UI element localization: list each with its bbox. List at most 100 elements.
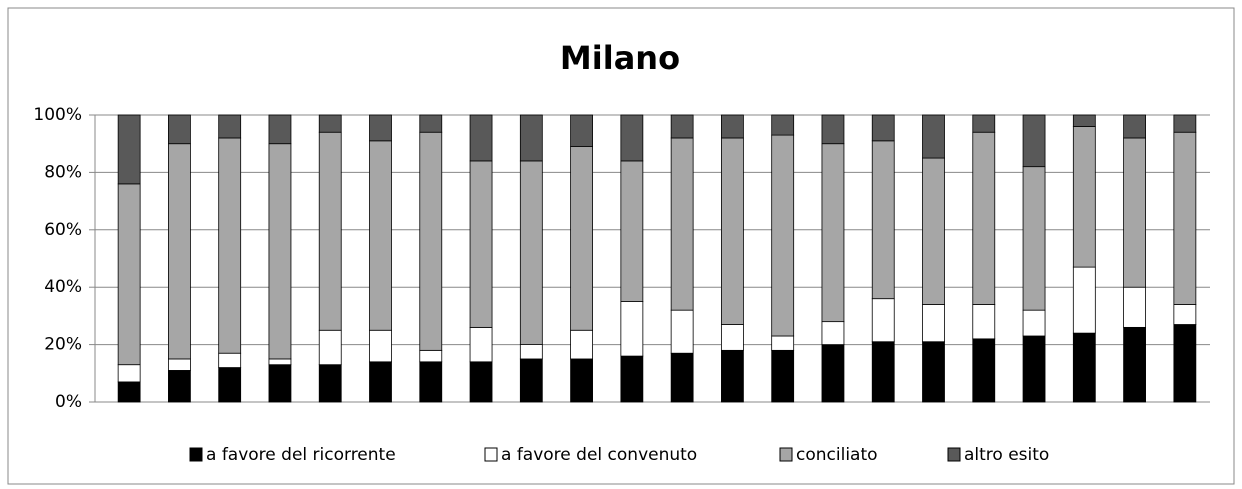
bar-segment — [218, 114, 242, 139]
bar-segment — [721, 114, 744, 139]
bar-segment — [1173, 131, 1197, 305]
bar-segment — [871, 140, 895, 300]
legend-label: conciliato — [796, 445, 878, 465]
bar-segment — [168, 114, 191, 145]
bar-segment — [1173, 304, 1197, 325]
bar-segment — [168, 370, 191, 403]
bar-segment — [369, 361, 392, 403]
bar-segment — [972, 338, 996, 403]
bar-segment — [972, 114, 996, 133]
bar-segment — [570, 358, 593, 403]
bar-segment — [1072, 332, 1096, 403]
bar-segment — [1022, 166, 1046, 311]
bar-segment — [771, 114, 795, 136]
bar-segment — [670, 352, 694, 403]
chart-title: Milano — [560, 39, 680, 77]
bar-segment — [670, 309, 694, 354]
bar-segment — [821, 321, 845, 346]
bar-segment — [1123, 326, 1146, 403]
legend-swatch — [189, 447, 203, 462]
y-tick-label: 80% — [44, 162, 82, 182]
bar-segment — [519, 114, 543, 162]
legend-label: a favore del ricorrente — [206, 445, 396, 465]
bar-segment — [620, 355, 644, 403]
legend-label: a favore del convenuto — [501, 445, 697, 465]
legend-swatch — [947, 447, 961, 462]
legend-label: altro esito — [964, 445, 1049, 465]
bar-segment — [268, 364, 292, 403]
bar-segment — [922, 341, 945, 403]
bar-segment — [620, 114, 644, 162]
bar-segment — [1022, 309, 1046, 337]
bar-segment — [922, 157, 945, 305]
bar-segment — [1123, 114, 1146, 139]
bar-segment — [318, 364, 342, 403]
bar-segment — [268, 358, 292, 366]
bar-segment — [168, 358, 191, 371]
bar-segment — [419, 349, 443, 363]
y-tick-label: 20% — [44, 335, 82, 355]
bar-segment — [771, 335, 795, 351]
bar-segment — [1173, 114, 1197, 133]
bar-segment — [721, 349, 744, 403]
bar-segment — [972, 304, 996, 340]
bar-segment — [369, 114, 392, 142]
bar-segment — [922, 304, 945, 343]
bar-segment — [721, 137, 744, 325]
bar-segment — [318, 131, 342, 331]
bar-segment — [1072, 114, 1096, 127]
bar-segment — [519, 344, 543, 360]
bar-segment — [519, 358, 543, 403]
bar-segment — [268, 143, 292, 360]
bar-segment — [670, 137, 694, 311]
bar-segment — [871, 341, 895, 403]
bar-segment — [419, 361, 443, 403]
bar-segment — [1123, 137, 1146, 288]
bar-segment — [268, 114, 292, 145]
y-tick-label: 100% — [33, 105, 82, 125]
bar-segment — [1072, 126, 1096, 268]
bar-segment — [318, 114, 342, 133]
y-tick-label: 40% — [44, 277, 82, 297]
bar-segment — [117, 381, 141, 403]
bar-segment — [1173, 324, 1197, 403]
bar-segment — [469, 160, 493, 328]
bar-segment — [419, 131, 443, 351]
bar-segment — [469, 361, 493, 403]
bar-segment — [821, 344, 845, 403]
bar-segment — [1022, 114, 1046, 168]
bar-segment — [318, 329, 342, 366]
bar-segment — [117, 364, 141, 383]
bar-segment — [218, 352, 242, 368]
bar-segment — [771, 134, 795, 337]
bar-segment — [469, 114, 493, 162]
bar-segment — [620, 301, 644, 357]
y-tick-label: 0% — [55, 392, 82, 412]
bar-segment — [972, 131, 996, 305]
bar-segment — [1072, 266, 1096, 334]
bar-segment — [670, 114, 694, 139]
bar-segment — [922, 114, 945, 159]
bar-segment — [620, 160, 644, 302]
bar-segment — [871, 298, 895, 343]
bar-segment — [771, 349, 795, 403]
bar-segment — [821, 114, 845, 145]
bar-segment — [218, 367, 242, 403]
bar-segment — [721, 324, 744, 351]
bar-segment — [117, 114, 141, 185]
bar-segment — [570, 146, 593, 331]
bar-segment — [1123, 286, 1146, 328]
bar-segment — [519, 160, 543, 345]
bar-segment — [168, 143, 191, 360]
bar-segment — [570, 329, 593, 360]
bar-segment — [821, 143, 845, 323]
bar-segment — [419, 114, 443, 133]
legend-swatch — [779, 447, 793, 462]
bar-segment — [369, 140, 392, 331]
bar-segment — [469, 326, 493, 363]
bar-segment — [871, 114, 895, 142]
bar-segment — [570, 114, 593, 147]
bar-segment — [117, 183, 141, 366]
